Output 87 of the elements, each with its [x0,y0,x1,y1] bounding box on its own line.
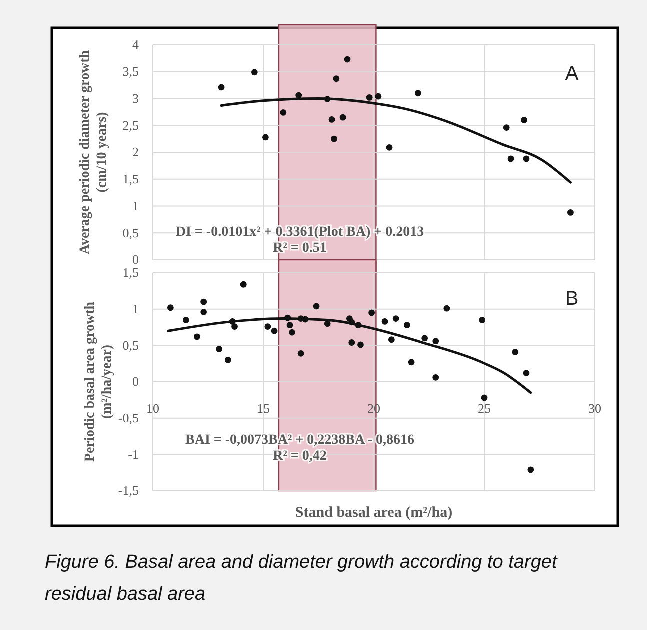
point [218,84,225,91]
point [340,114,346,121]
point [388,336,395,344]
point [528,466,534,474]
point [567,210,574,216]
point [392,316,400,322]
y-tick-label: -0,5 [118,410,139,426]
point [324,320,331,328]
y-axis-title: Periodic basal area growth (m²/ha/year) [83,302,115,462]
point [479,317,486,324]
point [251,69,258,76]
point [324,96,331,102]
point [167,304,174,312]
y-tick-label: 1,5 [122,172,139,187]
point [355,322,362,329]
point [271,328,278,334]
y-tick-label: 2,5 [122,118,139,133]
annotation: R² = 0,42 [273,449,327,464]
point [333,76,340,82]
point [200,309,208,316]
point [404,322,410,329]
point [382,318,388,325]
point [331,136,338,142]
point [348,340,356,346]
point [432,374,440,381]
point [302,316,309,323]
y-tick-label: 4 [132,37,140,52]
x-tick-label: 10 [146,401,160,416]
y-tick-label: 0,5 [122,225,139,240]
y-tick-label: 0 [132,374,139,390]
y-tick-label: 3 [132,90,139,106]
y-tick-label: -1,5 [118,483,139,498]
y-tick-label: 0 [132,252,139,268]
y-tick-label: 3,5 [122,64,139,80]
point [224,357,232,364]
y-tick-label: 1 [132,198,139,214]
point [289,329,296,336]
y-tick-label: 2 [132,144,139,160]
point [344,56,351,63]
point [328,116,336,123]
point [366,94,373,101]
x-tick-label: 25 [478,401,491,416]
point [375,93,382,100]
point [240,281,247,288]
point [358,342,364,348]
point [298,350,304,357]
point [200,298,208,306]
point [521,117,528,124]
y-axis-title: Average periodic diameter growth (cm/10 years) [78,50,110,255]
point [523,156,530,162]
point [503,124,510,131]
point [512,349,519,356]
y-tick-label: 0,5 [122,338,139,353]
x-axis-title: Stand basal area (m²/ha) [295,505,453,521]
y-tick-label: 1 [132,301,139,316]
annotation: B [565,288,579,310]
point [262,134,269,141]
y-tick-label: -1 [128,446,139,462]
caption: Figure 6. Basal area and diameter growth according to target residual basal area [45,552,558,605]
point [229,318,236,325]
point [422,335,428,342]
line-series [167,318,532,394]
point [264,324,272,330]
point [232,324,238,330]
y-tick-label: 1,5 [122,265,139,280]
point [182,317,190,324]
point [313,303,320,310]
x-tick-label: 15 [257,401,270,416]
point [296,92,302,99]
point [216,346,222,352]
point [286,322,294,329]
point [523,370,530,376]
annotation: DI = -0.0101x² + 0.3361(Plot BA) + 0.2013 [176,225,424,240]
point [348,319,356,326]
x-tick-label: 30 [588,401,602,416]
point [284,314,292,322]
point [368,310,375,316]
point [444,305,450,312]
point [386,144,393,151]
point [408,359,415,366]
point [432,338,440,345]
point [415,90,422,97]
point [481,394,488,402]
point [280,110,287,116]
point [508,156,514,162]
point [194,334,200,340]
annotation: A [565,63,580,85]
